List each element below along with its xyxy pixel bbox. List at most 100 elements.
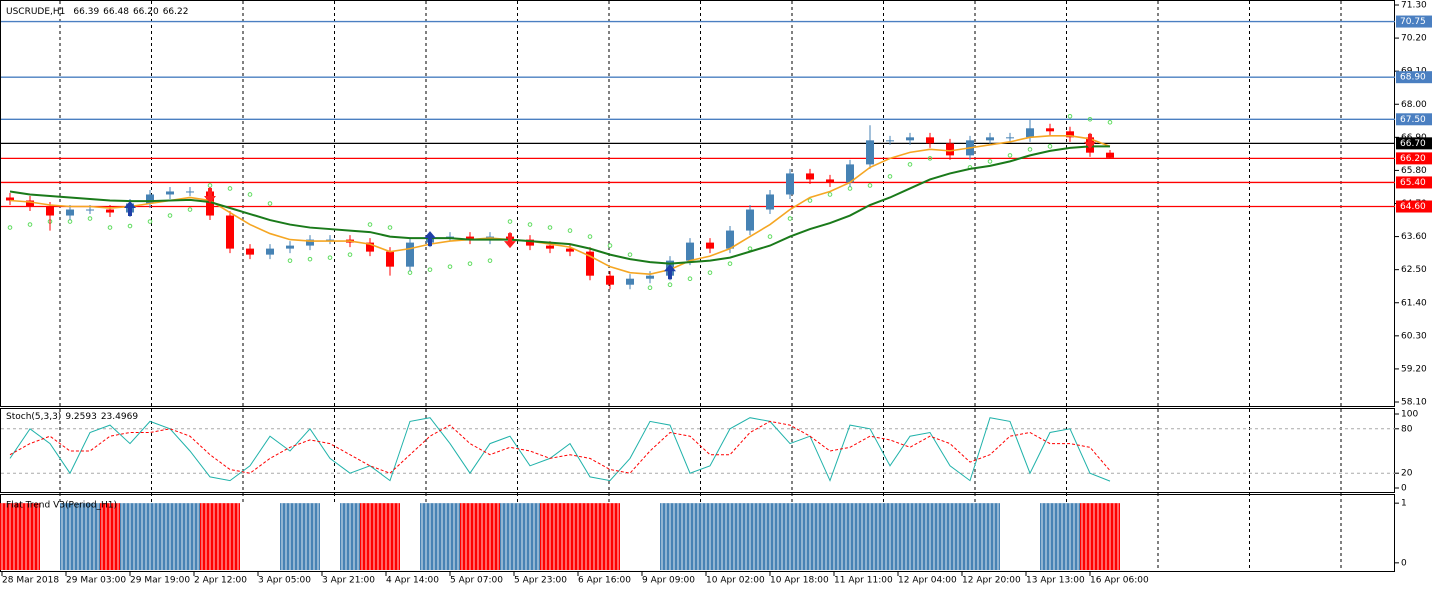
candle-body bbox=[826, 179, 834, 183]
candle-body bbox=[986, 137, 994, 141]
stoch-title: Stoch(5,3,3) 9.2593 23.4969 bbox=[6, 412, 138, 422]
ohlc-close: 66.22 bbox=[163, 7, 189, 17]
sar-dot bbox=[527, 222, 533, 227]
candle-body bbox=[886, 140, 894, 142]
sar-dot bbox=[487, 258, 493, 263]
sar-dot bbox=[207, 183, 213, 188]
candle-body bbox=[586, 251, 594, 276]
sar-dot bbox=[87, 216, 93, 221]
level-label-box bbox=[1396, 176, 1432, 189]
candle-body bbox=[1026, 128, 1034, 138]
stoch-main-line bbox=[9, 417, 1111, 482]
sar-dot bbox=[827, 192, 833, 197]
y-tick-label: 71.30 bbox=[1401, 1, 1427, 11]
candle-body bbox=[306, 239, 314, 246]
sar-dot bbox=[107, 225, 113, 230]
sar-dot bbox=[27, 222, 33, 227]
level-label-box bbox=[1396, 152, 1432, 165]
sar-dot bbox=[407, 270, 413, 275]
sar-dot bbox=[187, 207, 193, 212]
sar-dot bbox=[667, 282, 673, 288]
stoch-main: 9.2593 bbox=[65, 412, 97, 422]
sar-dot bbox=[367, 222, 373, 227]
sar-dot bbox=[347, 252, 353, 257]
sar-dot bbox=[467, 261, 473, 266]
sar-dot bbox=[847, 186, 853, 191]
candle-body bbox=[546, 245, 554, 249]
y-tick-label: 62.50 bbox=[1401, 265, 1427, 275]
x-tick-label: 11 Apr 11:00 bbox=[834, 576, 893, 586]
sar-dot bbox=[927, 156, 933, 161]
symbol: USCRUDE,H1 bbox=[6, 7, 65, 17]
sar-dot bbox=[787, 216, 793, 221]
candle-body bbox=[6, 197, 14, 201]
sar-dot bbox=[767, 234, 773, 239]
x-tick-label: 12 Apr 20:00 bbox=[962, 576, 1021, 586]
sar-dot bbox=[307, 256, 313, 262]
x-tick-label: 2 Apr 12:00 bbox=[194, 576, 247, 586]
x-tick-label: 4 Apr 14:00 bbox=[386, 576, 439, 586]
sar-dot bbox=[147, 219, 153, 224]
level-label-box bbox=[1396, 200, 1432, 213]
y-tick-label: 60.30 bbox=[1401, 331, 1427, 341]
level-label: 64.60 bbox=[1400, 202, 1426, 212]
y-tick-label: 70.20 bbox=[1401, 34, 1427, 44]
candle-body bbox=[366, 242, 374, 252]
sar-dot bbox=[987, 159, 993, 164]
buy-arrow bbox=[124, 201, 136, 217]
candle-body bbox=[786, 173, 794, 195]
sell-arrow bbox=[1084, 133, 1096, 149]
candle-body bbox=[326, 239, 334, 241]
candle-body bbox=[406, 242, 414, 267]
sell-arrow bbox=[504, 233, 516, 249]
sar-dot bbox=[287, 258, 293, 263]
x-tick-label: 9 Apr 09:00 bbox=[642, 576, 695, 586]
candle-body bbox=[146, 194, 154, 204]
x-tick-label: 10 Apr 02:00 bbox=[706, 576, 765, 586]
candle-body bbox=[466, 236, 474, 240]
y-tick-label: 100 bbox=[1401, 409, 1418, 419]
level-label-box bbox=[1396, 15, 1432, 28]
flat-title: Flat Trend V3(Period_H1) bbox=[6, 501, 117, 511]
candle-body bbox=[846, 164, 854, 183]
y-tick-label: 58.10 bbox=[1401, 398, 1427, 408]
candle-body bbox=[246, 248, 254, 255]
sar-dot bbox=[127, 223, 133, 229]
chart-title: USCRUDE,H1 66.39 66.48 66.20 66.22 bbox=[6, 7, 188, 17]
x-tick-label: 28 Mar 2018 bbox=[2, 576, 59, 586]
candle-body bbox=[86, 209, 94, 211]
candle-body bbox=[1066, 131, 1074, 138]
sar-dot bbox=[1107, 119, 1113, 125]
sar-dot bbox=[807, 198, 813, 203]
x-tick-label: 5 Apr 07:00 bbox=[450, 576, 503, 586]
sar-dot bbox=[887, 174, 893, 179]
candle-body bbox=[186, 191, 194, 193]
x-tick-label: 3 Apr 21:00 bbox=[322, 576, 375, 586]
x-tick-label: 29 Mar 03:00 bbox=[66, 576, 126, 586]
candle-body bbox=[646, 275, 654, 279]
sar-dot bbox=[907, 162, 913, 167]
sar-dot bbox=[1047, 144, 1053, 149]
y-tick-label: 63.60 bbox=[1401, 232, 1427, 242]
sar-dot bbox=[547, 225, 553, 230]
stoch-panel bbox=[0, 408, 1395, 493]
candle-body bbox=[206, 191, 214, 216]
sar-dot bbox=[687, 276, 693, 281]
x-tick-label: 29 Mar 19:00 bbox=[130, 576, 190, 586]
y-tick-label: 0 bbox=[1401, 558, 1407, 568]
level-label: 67.50 bbox=[1400, 115, 1426, 125]
sar-dot bbox=[707, 270, 713, 275]
candle-body bbox=[226, 215, 234, 249]
candle-body bbox=[746, 209, 754, 231]
ohlc-low: 66.20 bbox=[133, 7, 159, 17]
sar-dot bbox=[1087, 116, 1093, 122]
candle-body bbox=[806, 173, 814, 180]
y-tick-label: 80 bbox=[1401, 424, 1413, 434]
x-tick-label: 13 Apr 13:00 bbox=[1026, 576, 1085, 586]
x-tick-label: 3 Apr 05:00 bbox=[258, 576, 311, 586]
candle-body bbox=[1046, 128, 1054, 132]
sar-dot bbox=[507, 219, 513, 224]
sar-dot bbox=[607, 243, 613, 248]
y-tick-label: 61.40 bbox=[1401, 298, 1427, 308]
sar-dot bbox=[1027, 147, 1033, 152]
